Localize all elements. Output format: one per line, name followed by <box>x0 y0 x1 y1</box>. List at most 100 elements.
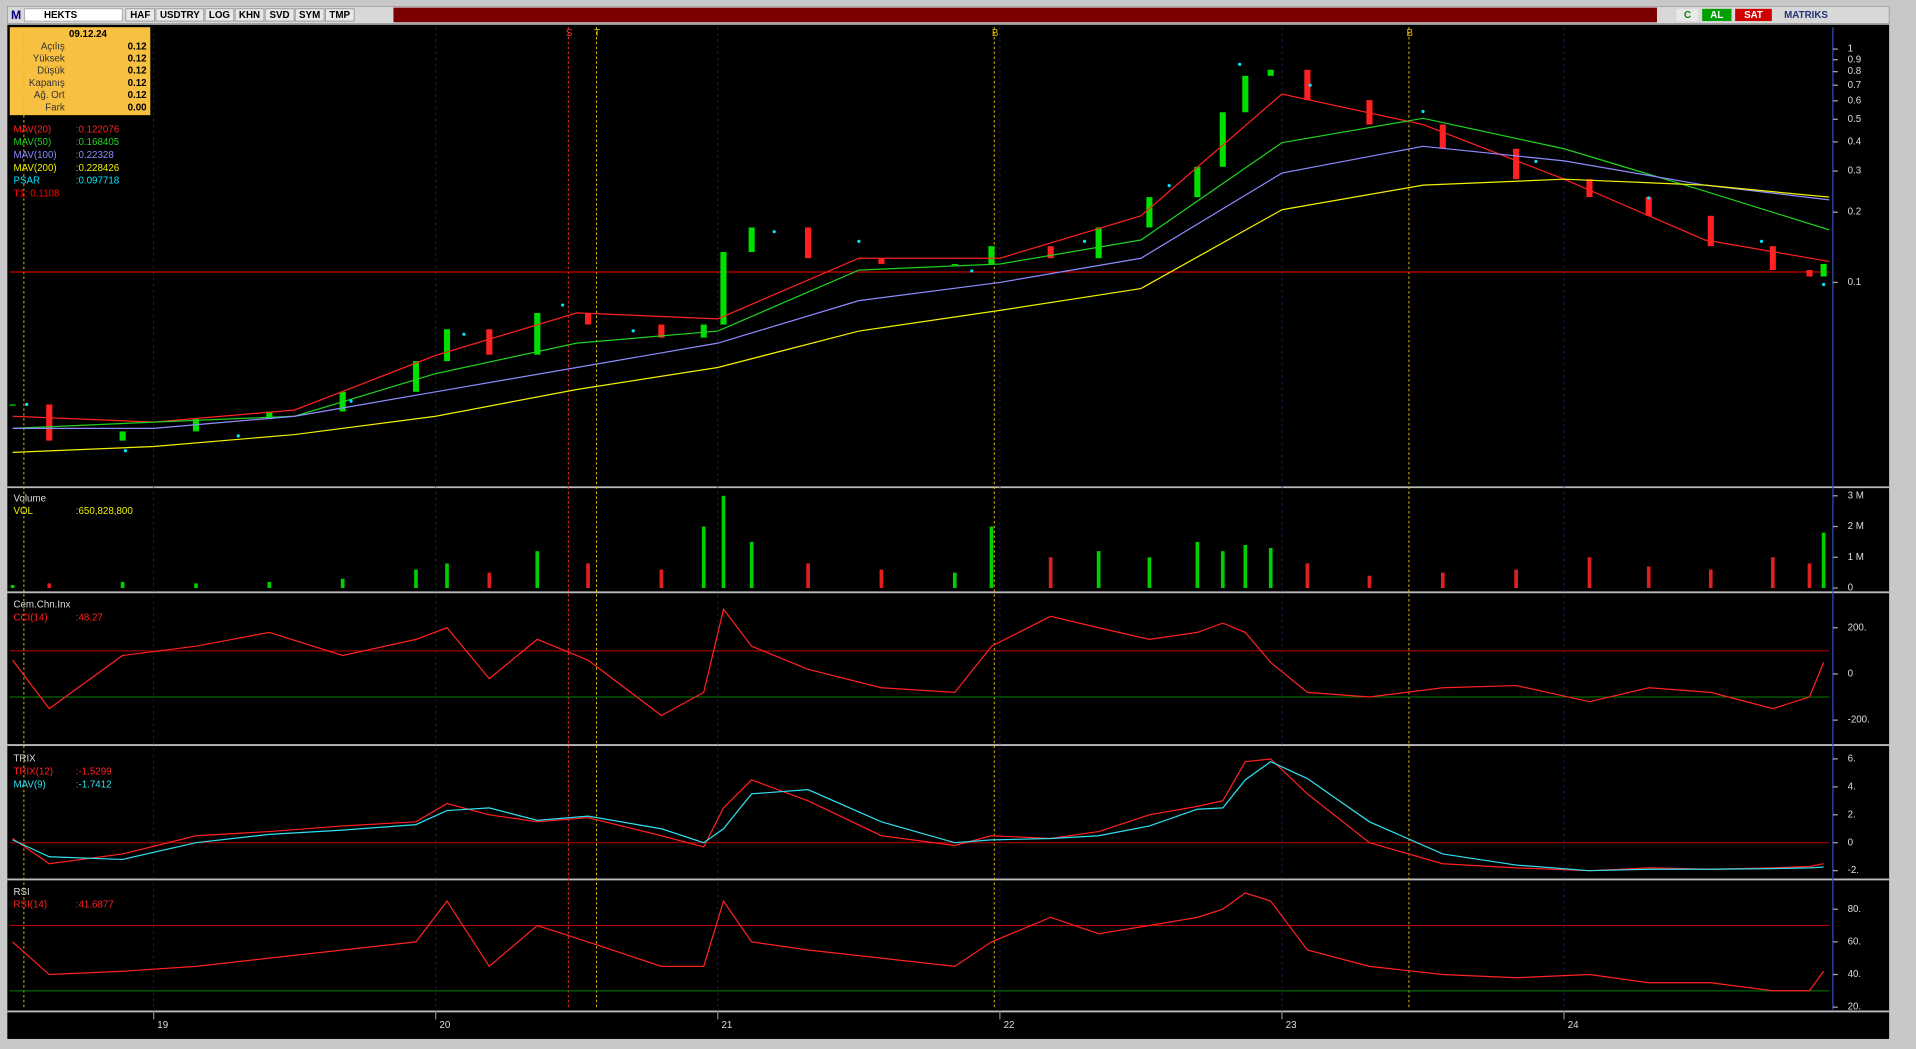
volume-bar <box>1147 557 1152 589</box>
toolbar-button[interactable] <box>294 8 325 22</box>
y-tick-label: 4. <box>1848 781 1856 792</box>
psar-dot <box>1647 196 1651 200</box>
toolbar-button[interactable] <box>155 8 205 22</box>
trade-button-label[interactable]: SAT <box>1744 10 1763 21</box>
candle <box>988 246 995 264</box>
volume-bar <box>1048 557 1053 589</box>
psar-dot <box>236 434 240 438</box>
signal-label: S <box>566 28 573 39</box>
trade-button[interactable] <box>1735 8 1772 22</box>
toolbar-button[interactable] <box>125 8 156 22</box>
legend-name: MAV(9) <box>13 779 45 790</box>
legend-extra: T1: 0.1108 <box>13 189 59 200</box>
volume-bar <box>194 583 198 589</box>
candle <box>1586 179 1593 198</box>
y-tick-label: 0 <box>1848 837 1854 848</box>
toolbar-button-label[interactable]: USDTRY <box>160 10 200 21</box>
candle <box>1194 166 1201 198</box>
y-tick-label: -200. <box>1848 715 1870 726</box>
legend-name: MAV(100) <box>13 150 56 161</box>
candle <box>119 431 126 441</box>
psar-dot <box>123 449 128 453</box>
x-tick-label: 20 <box>439 1020 450 1031</box>
legend-name: TRIX(12) <box>13 767 53 778</box>
psar-dot <box>1759 239 1764 243</box>
legend-value: :0.228426 <box>76 163 119 174</box>
legend-name: MAV(20) <box>13 124 51 135</box>
volume-bar <box>1587 557 1592 589</box>
volume-bar <box>586 563 590 589</box>
volume-bar <box>1821 532 1826 589</box>
candle <box>443 329 451 362</box>
trade-button-label[interactable]: AL <box>1710 10 1723 21</box>
toolbar-button[interactable] <box>234 8 265 22</box>
y-tick-label: 60. <box>1848 936 1862 947</box>
symbol-box <box>24 8 123 22</box>
series-line <box>12 93 1830 423</box>
trade-button[interactable] <box>1676 8 1699 22</box>
x-tick-label: 24 <box>1568 1020 1579 1031</box>
info-label: Yüksek <box>33 54 65 65</box>
toolbar-button-label[interactable]: SVD <box>270 10 290 21</box>
info-rows: 09.12.24 Açılış 0.12 Yüksek 0.12 Düşük 0.12 Kap… <box>29 29 147 113</box>
candle <box>1242 75 1249 113</box>
legend-value: :41.6877 <box>76 900 114 911</box>
legend-name: RSI(14) <box>13 900 47 911</box>
candle <box>1707 215 1714 247</box>
info-label: Düşük <box>37 66 65 77</box>
candle <box>585 312 592 325</box>
volume-bar <box>267 581 272 589</box>
y-tick-label: 0.9 <box>1848 54 1862 65</box>
psar-dot <box>631 329 635 333</box>
candle <box>1439 124 1446 149</box>
y-tick-label: 0.6 <box>1848 95 1862 106</box>
series-line <box>12 117 1830 429</box>
legend-value: :-1.5299 <box>76 767 112 778</box>
legend-name: VOL <box>13 506 33 517</box>
candle <box>9 404 16 406</box>
legend-value: :48.27 <box>76 613 103 624</box>
psar-dot <box>772 230 776 234</box>
info-box <box>9 27 151 116</box>
volume-bar <box>1807 563 1812 589</box>
info-value: 0.12 <box>128 90 148 101</box>
volume-bar <box>879 569 884 589</box>
toolbar-button[interactable] <box>324 8 355 22</box>
brand: MATRIKS <box>1784 10 1828 21</box>
toolbar-button[interactable] <box>264 8 295 22</box>
volume-bar <box>721 495 726 589</box>
volume-bar <box>1096 551 1101 589</box>
y-tick-label: 20. <box>1848 1002 1862 1013</box>
info-value: 0.12 <box>128 66 148 77</box>
series-line <box>12 760 1824 872</box>
trade-button-label[interactable]: C <box>1684 10 1691 21</box>
toolbar-button-label[interactable]: LOG <box>209 10 230 21</box>
candle <box>700 324 707 338</box>
trade-button[interactable] <box>1702 8 1732 22</box>
psar-dot <box>1822 282 1826 287</box>
toolbar-button-label[interactable]: HAF <box>130 10 150 21</box>
toolbar-button-label[interactable]: TMP <box>329 10 350 21</box>
toolbar-button[interactable] <box>204 8 235 22</box>
volume-bar <box>1220 551 1225 589</box>
info-label: Fark <box>45 102 65 113</box>
plot: 19 20 21 22 23 24 S T B B 10.90.8 0.7 0.6 0.5 0.4 0.3 0.… <box>7 27 1890 1031</box>
y-tick-label: 0 <box>1848 669 1854 680</box>
toolbar-button-label[interactable]: SYM <box>299 10 320 21</box>
series-line <box>12 145 1830 429</box>
info-value: 0.00 <box>128 102 148 113</box>
panel-title: TRIX <box>13 754 36 765</box>
y-tick-label: 6. <box>1848 754 1856 765</box>
x-tick-label: 21 <box>721 1020 732 1031</box>
y-tick-label: 0.5 <box>1848 114 1862 125</box>
psar-dot <box>970 269 974 273</box>
toolbar-button-label[interactable]: KHN <box>239 10 260 21</box>
candle <box>1645 197 1652 216</box>
volume-bar <box>1268 548 1273 589</box>
volume-bar <box>749 541 754 589</box>
info-date: 09.12.24 <box>69 29 108 40</box>
candle <box>748 227 755 253</box>
y-tick-label: 0.7 <box>1848 80 1862 91</box>
info-value: 0.12 <box>128 41 148 52</box>
